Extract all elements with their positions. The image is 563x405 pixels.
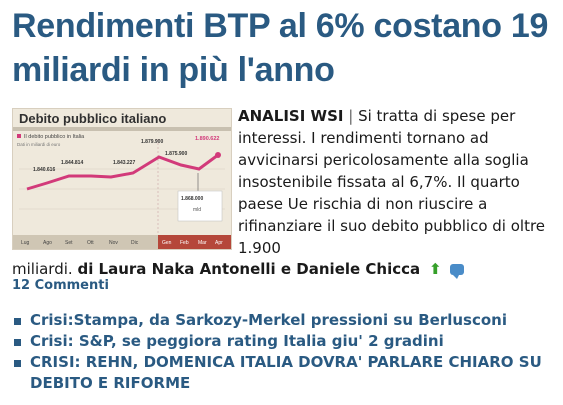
- related-articles-list: Crisi:Stampa, da Sarkozy-Merkel pression…: [12, 310, 557, 394]
- month-3: Set: [65, 240, 73, 246]
- chart-unit-note: Dati in miliardi di euro: [17, 142, 61, 147]
- thumbnail-title: Debito pubblico italiano: [19, 111, 167, 126]
- chart-label-1: 1.840.616: [33, 167, 55, 173]
- summary-text-end: miliardi.: [12, 260, 73, 278]
- chart-label-7: 1.868.000: [181, 196, 203, 202]
- bullet-icon: [14, 318, 21, 325]
- article-summary: ANALISI WSI | Si tratta di spese per int…: [238, 105, 556, 259]
- bullet-icon: [14, 339, 21, 346]
- bullet-icon: [14, 360, 21, 367]
- label-separator: |: [348, 107, 354, 125]
- month-6: Dic: [131, 240, 139, 246]
- related-article-link[interactable]: Crisi:Stampa, da Sarkozy-Merkel pression…: [12, 310, 557, 331]
- headline[interactable]: Rendimenti BTP al 6% costano 19 miliardi…: [12, 7, 549, 89]
- related-article-title[interactable]: CRISI: REHN, DOMENICA ITALIA DOVRA' PARL…: [30, 353, 542, 392]
- related-article-link[interactable]: Crisi: S&P, se peggiora rating Italia gi…: [12, 331, 557, 352]
- month-10: Apr: [215, 240, 223, 246]
- chart-label-2: 1.844.814: [61, 160, 83, 166]
- month-2: Ago: [43, 240, 52, 246]
- summary-continuation: miliardi. di Laura Naka Antonelli e Dani…: [12, 259, 557, 279]
- month-5: Nov: [109, 240, 118, 246]
- month-4: Ott: [87, 240, 94, 246]
- up-arrow-icon[interactable]: ⬆: [428, 260, 442, 278]
- section-label: ANALISI WSI: [238, 107, 344, 125]
- debt-chart-image: Il debito pubblico in Italia Dati in mil…: [13, 131, 231, 249]
- month-9: Mar: [198, 240, 207, 246]
- comment-bubble-icon[interactable]: [450, 264, 465, 279]
- month-1: Lug: [21, 240, 30, 246]
- chart-label-3: 1.843.227: [113, 160, 135, 166]
- chart-note: mld: [193, 207, 201, 213]
- chart-label-6: 1.890.622: [195, 136, 219, 142]
- related-article-link[interactable]: CRISI: REHN, DOMENICA ITALIA DOVRA' PARL…: [12, 352, 557, 394]
- chart-label-5: 1.875.900: [165, 151, 187, 157]
- article-thumbnail[interactable]: Debito pubblico italiano Il debito pubbl…: [12, 108, 232, 250]
- related-article-title[interactable]: Crisi: S&P, se peggiora rating Italia gi…: [30, 332, 444, 350]
- thumbnail-band: [13, 127, 231, 131]
- related-article-title[interactable]: Crisi:Stampa, da Sarkozy-Merkel pression…: [30, 311, 507, 329]
- byline: di Laura Naka Antonelli e Daniele Chicca: [77, 260, 421, 278]
- comments-link[interactable]: 12 Commenti: [12, 278, 109, 293]
- summary-text: Si tratta di spese per interessi. I rend…: [238, 107, 546, 257]
- chart-label-4: 1.879.900: [141, 139, 163, 145]
- month-8: Feb: [180, 240, 189, 246]
- month-7: Gen: [162, 240, 172, 246]
- chart-legend: Il debito pubblico in Italia: [24, 134, 85, 140]
